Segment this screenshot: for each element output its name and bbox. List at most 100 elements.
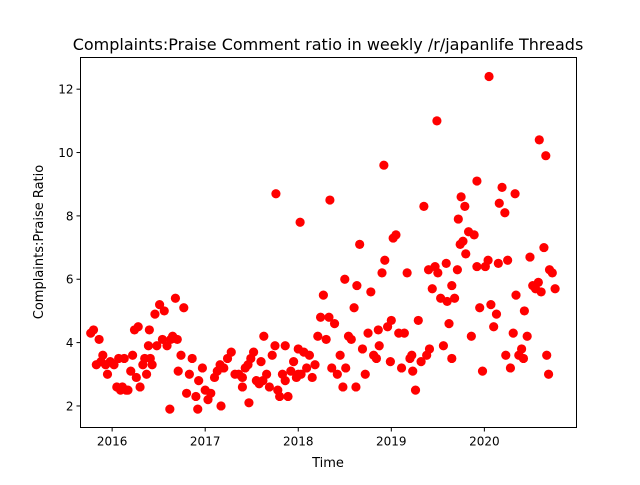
data-point [518,353,529,364]
data-point [402,268,412,278]
data-point [340,274,350,284]
y-axis-label: Complaints:Praise Ratio [32,165,47,319]
data-point [216,401,226,411]
data-point [143,341,154,351]
data-point [338,382,348,392]
data-point [191,391,201,402]
data-point [505,363,516,373]
data-point [313,331,323,341]
data-point [327,363,337,373]
data-point [187,353,197,364]
data-point [329,319,340,329]
data-point [206,388,216,398]
data-point [510,189,520,199]
data-point [335,350,345,360]
data-point [489,322,499,332]
data-point [315,312,326,322]
data-point [258,376,268,386]
data-point [173,366,183,376]
data-point [542,350,552,360]
data-point [197,363,208,373]
data-point [147,360,157,370]
data-point [181,388,192,398]
data-point [432,116,442,126]
data-point [256,357,266,367]
data-point [536,287,546,297]
plot-frame [80,57,577,428]
y-tick-label: 4 [66,336,74,350]
data-point [416,357,426,367]
data-point [541,151,551,161]
data-point [184,369,194,379]
data-point [373,325,383,335]
y-tick-label: 10 [58,146,73,160]
data-point [302,363,312,373]
data-point [501,350,511,360]
data-point [280,376,290,386]
data-point [355,239,365,249]
data-point [484,71,494,82]
data-point [135,382,145,392]
data-point [152,341,162,351]
data-point [346,334,356,345]
data-point [456,192,466,202]
data-point [349,303,359,313]
data-point [391,230,401,240]
x-tick-label: 2020 [469,435,500,449]
data-point [508,328,518,338]
x-tick-label: 2016 [97,435,128,449]
data-point [441,258,451,269]
data-point [458,236,468,246]
data-point [226,347,236,357]
y-axis: 2 4 6 8 10 12 [58,83,81,413]
data-point [449,293,460,303]
data-point [352,280,362,291]
y-tick-label: 12 [58,83,73,97]
data-point [413,315,423,326]
data-point [259,331,269,341]
data-point [517,344,527,354]
data-point [371,353,382,364]
data-point [386,315,396,326]
data-point [280,341,290,351]
data-point [310,360,320,370]
data-point [165,404,175,414]
data-point [419,201,429,211]
x-axis-label: Time [311,456,344,471]
data-point [172,334,182,345]
data-point [88,325,99,335]
y-tick-label: 8 [66,209,74,223]
data-point [237,372,248,383]
data-point [194,376,204,386]
data-point [547,268,557,278]
data-point [466,331,476,341]
x-tick-label: 2019 [376,435,407,449]
data-point [159,306,169,316]
data-point [295,217,305,227]
data-point [452,265,462,275]
data-point [399,328,409,338]
y-tick-label: 6 [66,273,74,287]
data-point [318,290,328,300]
data-point [539,242,549,253]
data-point [341,363,351,373]
data-point [109,360,119,370]
data-point [396,363,407,373]
data-point [385,357,395,367]
data-point [511,290,521,300]
data-point [497,182,507,192]
data-point [289,357,299,367]
data-point [123,385,133,395]
data-point [410,385,421,395]
data-point [157,334,167,345]
data-point [491,309,502,319]
data-point [248,347,259,357]
data-point [475,303,485,313]
data-point [325,195,335,205]
data-point [460,201,470,211]
data-point [244,398,254,408]
data-point [271,189,281,199]
data-point [283,391,293,402]
data-point [433,268,443,278]
